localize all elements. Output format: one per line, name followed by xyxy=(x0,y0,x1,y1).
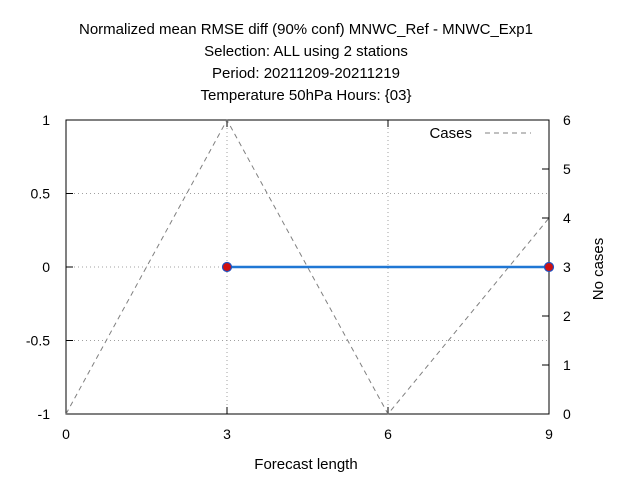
x-tick-label: 3 xyxy=(223,426,231,442)
x-tick-label: 0 xyxy=(62,426,70,442)
legend: Cases xyxy=(429,125,531,142)
y2-tick-label: 4 xyxy=(563,210,571,226)
y-tick-label: -1 xyxy=(38,406,51,422)
y2-tick-label: 0 xyxy=(563,406,571,422)
y2-axis-label: No cases xyxy=(590,238,607,301)
y2-tick-label: 3 xyxy=(563,259,571,275)
y2-tick-label: 5 xyxy=(563,161,571,177)
title-line: Selection: ALL using 2 stations xyxy=(204,43,408,60)
y-tick-label: -0.5 xyxy=(26,333,50,349)
axis-ticks: 0 3 6 9 -1 -0.5 0 0.5 1 0 1 2 3 4 5 6 xyxy=(26,112,571,442)
legend-label-cases: Cases xyxy=(429,125,472,142)
y2-tick-label: 2 xyxy=(563,308,571,324)
y-tick-label: 0 xyxy=(42,259,50,275)
title-line: Period: 20211209-20211219 xyxy=(212,65,400,82)
x-axis-label: Forecast length xyxy=(254,456,357,473)
data-point xyxy=(543,261,555,273)
data-point xyxy=(221,261,233,273)
series xyxy=(65,118,555,415)
y-tick-label: 1 xyxy=(42,112,50,128)
x-tick-label: 9 xyxy=(545,426,553,442)
x-tick-label: 6 xyxy=(384,426,392,442)
title-line: Normalized mean RMSE diff (90% conf) MNW… xyxy=(79,21,533,38)
y-tick-label: 0.5 xyxy=(31,186,51,202)
chart-title: Normalized mean RMSE diff (90% conf) MNW… xyxy=(79,21,533,104)
title-line: Temperature 50hPa Hours: {03} xyxy=(201,87,412,104)
grid xyxy=(66,120,549,414)
y2-tick-label: 1 xyxy=(563,357,571,373)
y2-tick-label: 6 xyxy=(563,112,571,128)
